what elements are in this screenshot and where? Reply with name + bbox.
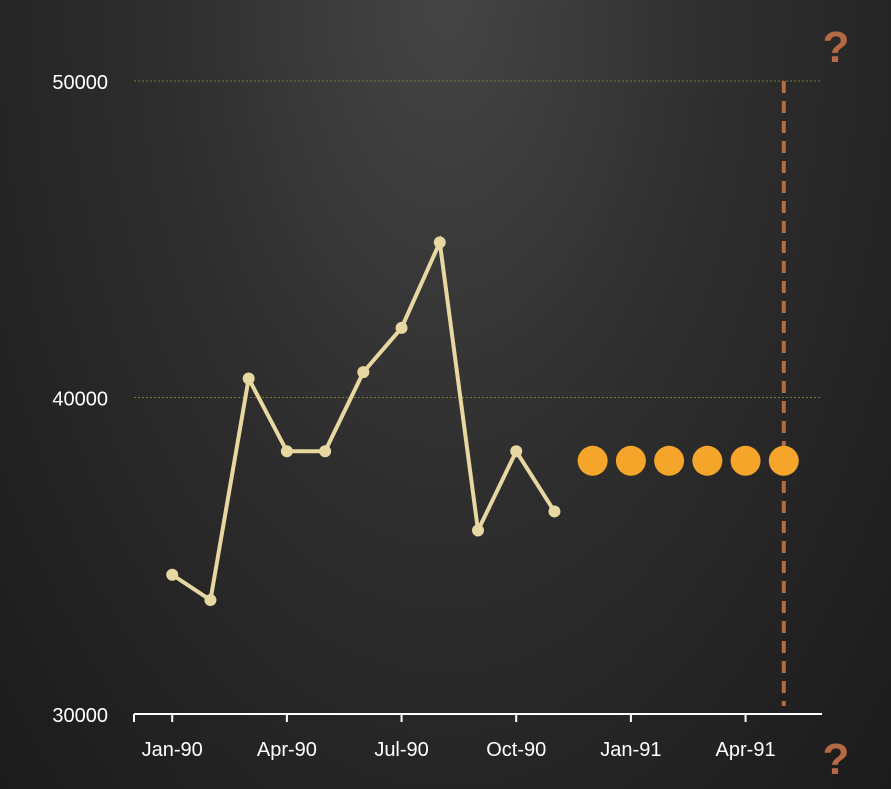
x-tick-label: Oct-90: [486, 739, 546, 761]
data-point: [472, 524, 484, 537]
data-point: [395, 321, 408, 334]
y-tick-label: 50000: [52, 72, 108, 94]
data-point: [280, 445, 293, 458]
x-tick-label: Jan-90: [142, 739, 203, 761]
question-mark-top: ?: [823, 23, 850, 72]
data-point: [357, 366, 370, 379]
axes: Jan-90 Apr-90 Jul-90 Oct-90 Jan-91 Apr-91 500…: [52, 72, 822, 761]
data-point: [242, 372, 255, 385]
forecast-point: [768, 445, 799, 476]
forecast-point: [692, 445, 723, 476]
x-tick-label: Apr-91: [716, 739, 776, 761]
gridlines: [134, 80, 822, 398]
y-tick-label: 30000: [52, 705, 108, 727]
series-forecast: [577, 445, 799, 476]
x-tick-label: Jan-91: [600, 739, 661, 761]
data-point: [204, 594, 217, 607]
series-actual: [166, 235, 561, 607]
y-tick-label: 40000: [52, 389, 108, 411]
data-point: [548, 505, 561, 518]
x-tick-label: Apr-90: [257, 739, 317, 761]
data-point: [433, 236, 446, 249]
forecast-point: [654, 445, 685, 476]
forecast-point: [615, 445, 646, 476]
question-mark-bottom: ?: [823, 735, 850, 784]
x-axis-ticks: Jan-90 Apr-90 Jul-90 Oct-90 Jan-91 Apr-91: [133, 714, 776, 761]
forecast-point: [730, 445, 761, 476]
x-tick-label: Jul-90: [374, 739, 428, 761]
y-axis-ticks: 50000 40000 30000: [52, 72, 108, 727]
data-point: [319, 445, 332, 458]
forecast-point: [577, 445, 608, 476]
data-point: [166, 568, 179, 581]
data-point: [510, 445, 523, 458]
series-actual-line: [171, 235, 557, 604]
